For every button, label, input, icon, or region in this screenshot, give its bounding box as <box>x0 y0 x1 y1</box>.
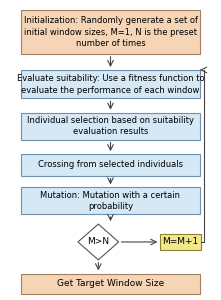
Text: Individual selection based on suitability
evaluation results: Individual selection based on suitabilit… <box>27 116 194 136</box>
Text: Evaluate suitability: Use a fitness function to
evaluate the performance of each: Evaluate suitability: Use a fitness func… <box>17 74 204 94</box>
FancyBboxPatch shape <box>160 234 201 250</box>
FancyBboxPatch shape <box>21 154 200 176</box>
Text: Mutation: Mutation with a certain
probability: Mutation: Mutation with a certain probab… <box>40 190 181 211</box>
Text: Get Target Window Size: Get Target Window Size <box>57 279 164 288</box>
Text: M=M+1: M=M+1 <box>162 238 199 247</box>
FancyBboxPatch shape <box>21 113 200 140</box>
FancyBboxPatch shape <box>21 70 200 98</box>
FancyBboxPatch shape <box>21 11 200 54</box>
Polygon shape <box>78 224 119 260</box>
Text: Crossing from selected individuals: Crossing from selected individuals <box>38 160 183 169</box>
FancyBboxPatch shape <box>21 187 200 214</box>
FancyBboxPatch shape <box>21 274 200 294</box>
Text: Initialization: Randomly generate a set of
initial window sizes, M=1, N is the p: Initialization: Randomly generate a set … <box>23 16 198 48</box>
Text: M>N: M>N <box>87 238 109 247</box>
